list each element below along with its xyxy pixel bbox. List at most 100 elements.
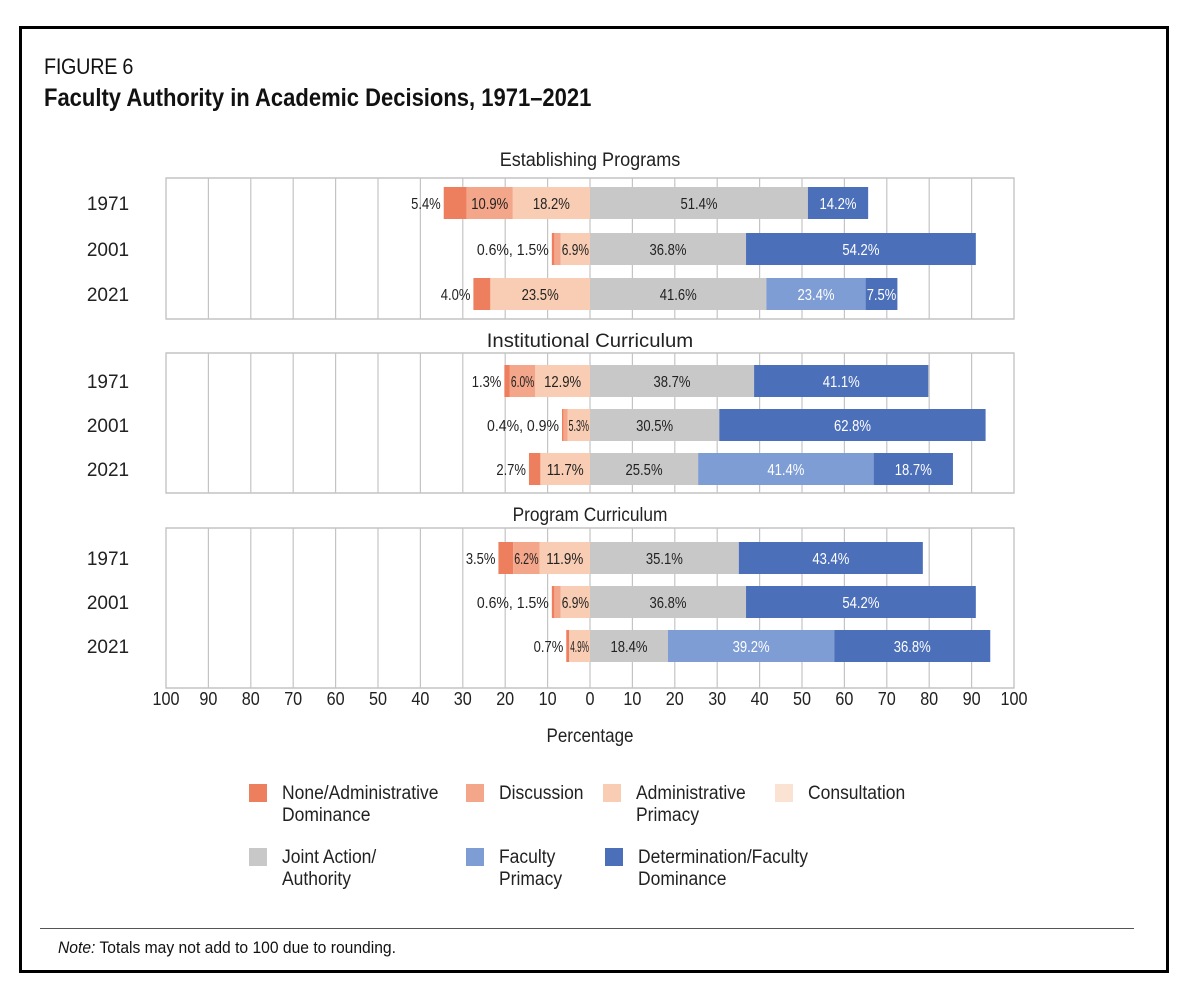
- data-label: 4.9%: [570, 639, 589, 656]
- legend-swatch-consultation: [775, 784, 793, 802]
- legend-label-determination: Determination/Faculty Dominance: [638, 847, 809, 890]
- bar-segment-admin_primacy: [560, 233, 590, 265]
- panel-title: Establishing Programs: [500, 150, 681, 171]
- bar-segment-joint_action: [590, 453, 699, 485]
- x-tick-label: 20: [666, 689, 684, 709]
- legend-swatch-discussion: [466, 784, 484, 802]
- data-label: 0.7%: [534, 639, 564, 656]
- x-tick-label: 20: [496, 689, 514, 709]
- x-tick-label: 10: [539, 689, 557, 709]
- bar-segment-joint_action: [590, 630, 669, 662]
- note: Note: Totals may not add to 100 due to r…: [58, 938, 396, 958]
- bar-segment-faculty_primacy: [698, 453, 874, 485]
- bar-segment-determination: [746, 586, 976, 618]
- x-tick-label: 100: [153, 689, 180, 709]
- row-year-label: 1971: [87, 194, 129, 215]
- data-label: 23.5%: [522, 287, 559, 304]
- data-label: 41.6%: [660, 287, 697, 304]
- bar-segment-none_admin_dominance: [473, 278, 491, 310]
- bar-segment-none_admin_dominance: [443, 187, 467, 219]
- bar-segment-joint_action: [590, 542, 739, 574]
- legend-label-none_admin_dominance: None/Administrative Dominance: [282, 783, 439, 826]
- note-text: Totals may not add to 100 due to roundin…: [95, 938, 396, 957]
- bar-segment-none_admin_dominance: [551, 586, 555, 618]
- bar-segment-discussion: [509, 365, 536, 397]
- data-label: 25.5%: [626, 462, 663, 479]
- data-label: 30.5%: [636, 418, 673, 435]
- data-label: 2.7%: [496, 462, 526, 479]
- row-year-label: 2001: [87, 240, 129, 261]
- x-tick-label: 50: [369, 689, 387, 709]
- legend-label-consultation: Consultation: [808, 783, 906, 804]
- data-label: 11.7%: [547, 462, 584, 479]
- bar-segment-determination: [834, 630, 991, 662]
- bar-segment-admin_primacy: [567, 409, 590, 441]
- data-label-small: 0.6%, 1.5%: [477, 595, 549, 612]
- legend-label-admin_primacy: Administrative Primacy: [636, 783, 746, 826]
- bar-segment-admin_primacy: [535, 365, 590, 397]
- bar-segment-none_admin_dominance: [528, 453, 541, 485]
- x-tick-label: 90: [963, 689, 981, 709]
- data-label: 3.5%: [466, 551, 496, 568]
- x-tick-label: 90: [199, 689, 217, 709]
- data-label: 7.5%: [867, 287, 897, 304]
- x-tick-label: 70: [284, 689, 302, 709]
- panel-2: Program Curriculum 1971 3.5% 6.2% 11.9% 35.1%…: [87, 505, 1015, 689]
- bar-segment-joint_action: [590, 233, 747, 265]
- bar-segment-discussion: [563, 409, 568, 441]
- row-year-label: 2021: [87, 460, 129, 481]
- x-tick-label: 60: [327, 689, 345, 709]
- bar-segment-admin_primacy: [539, 542, 590, 574]
- panel-0: Establishing Programs 1971 5.4% 10.9% 18.2% 5…: [87, 150, 1015, 320]
- data-label: 41.1%: [823, 374, 860, 391]
- data-label: 14.2%: [820, 196, 857, 213]
- legend-swatch-admin_primacy: [603, 784, 621, 802]
- legend-swatch-faculty_primacy: [466, 848, 484, 866]
- x-axis-label: Percentage: [547, 726, 634, 747]
- x-tick-label: 60: [835, 689, 853, 709]
- data-label: 43.4%: [812, 551, 849, 568]
- bar-segment-admin_primacy: [540, 453, 590, 485]
- bar-segment-discussion: [554, 233, 561, 265]
- x-tick-label: 30: [708, 689, 726, 709]
- data-label: 6.9%: [562, 242, 589, 259]
- note-prefix: Note:: [58, 938, 96, 957]
- legend-swatch-joint_action: [249, 848, 267, 866]
- row-year-label: 2021: [87, 637, 129, 658]
- x-tick-label: 30: [454, 689, 472, 709]
- data-label: 18.7%: [895, 462, 932, 479]
- data-label: 54.2%: [842, 595, 879, 612]
- bar-segment-none_admin_dominance: [551, 233, 555, 265]
- data-label-small: 0.4%, 0.9%: [487, 418, 559, 435]
- bar-segment-joint_action: [590, 278, 767, 310]
- data-label-small: 0.6%, 1.5%: [477, 242, 549, 259]
- bar-segment-admin_primacy: [490, 278, 590, 310]
- data-label: 36.8%: [650, 595, 687, 612]
- bar-segment-determination: [807, 187, 869, 219]
- bar-segment-determination: [738, 542, 923, 574]
- data-label: 38.7%: [654, 374, 691, 391]
- data-label: 54.2%: [842, 242, 879, 259]
- bar-segment-determination: [719, 409, 986, 441]
- bar-segment-joint_action: [590, 409, 720, 441]
- bar-segment-faculty_primacy: [766, 278, 866, 310]
- data-label: 6.9%: [562, 595, 589, 612]
- bar-segment-admin_primacy: [512, 187, 590, 219]
- bar-segment-joint_action: [590, 586, 747, 618]
- data-label: 1.3%: [472, 374, 502, 391]
- legend-label-faculty_primacy: Faculty Primacy: [499, 847, 563, 890]
- bar-segment-determination: [865, 278, 898, 310]
- note-divider: [40, 928, 1134, 929]
- data-label: 5.4%: [411, 196, 441, 213]
- legend-swatch-none_admin_dominance: [249, 784, 267, 802]
- bar-segment-determination: [746, 233, 976, 265]
- bar-segment-discussion: [554, 586, 561, 618]
- bar-segment-joint_action: [590, 365, 755, 397]
- data-label: 18.2%: [533, 196, 570, 213]
- data-label: 6.0%: [511, 374, 534, 391]
- x-tick-label: 10: [623, 689, 641, 709]
- panel-title: Program Curriculum: [513, 505, 668, 526]
- bar-segment-discussion: [513, 542, 540, 574]
- row-year-label: 2001: [87, 593, 129, 614]
